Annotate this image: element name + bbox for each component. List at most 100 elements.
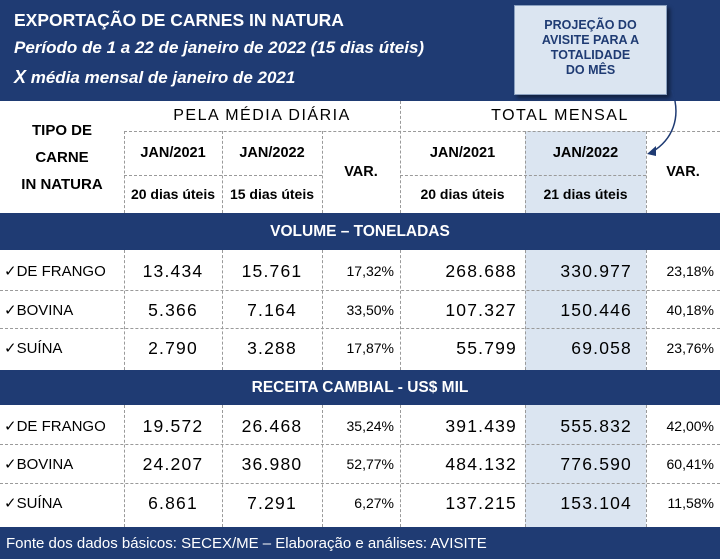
grid-line <box>646 405 647 527</box>
daily-2022-value: 36.980 <box>241 453 303 474</box>
monthly-2021-days: 20 dias úteis <box>420 186 505 202</box>
daily-var-value: 17,32% <box>346 263 394 279</box>
monthly-2021-value: 107.327 <box>445 299 517 320</box>
grid-line <box>124 131 125 213</box>
table-row: ✓DE FRANGO 19.572 26.468 35,24% 391.439 … <box>0 403 720 449</box>
grid-line <box>525 405 526 527</box>
monthly-2022-value: 153.104 <box>560 492 632 513</box>
row-label: ✓DE FRANGO <box>4 418 106 435</box>
type-header-line: TIPO DE <box>31 121 92 139</box>
row-label: ✓BOVINA <box>4 456 74 473</box>
monthly-2022-value: 69.058 <box>571 337 632 358</box>
monthly-2022-value: 150.446 <box>560 299 632 320</box>
comparison-text: média mensal de janeiro de 2021 <box>26 68 296 87</box>
grid-line <box>222 405 223 527</box>
note-line: DO MÊS <box>565 63 616 77</box>
daily-2021-value: 6.861 <box>148 492 198 513</box>
grid-line <box>222 250 223 370</box>
monthly-var-value: 60,41% <box>666 456 714 472</box>
daily-2021-value: 19.572 <box>142 415 204 436</box>
source-footer: Fonte dos dados básicos: SECEX/ME – Elab… <box>0 527 720 559</box>
daily-var-header: VAR. <box>344 164 378 180</box>
monthly-2022-days: 21 dias úteis <box>543 186 628 202</box>
monthly-jan2022-header: JAN/2022 <box>552 145 619 161</box>
daily-2021-value: 13.434 <box>142 260 204 281</box>
grid-line <box>525 131 526 213</box>
daily-average-group-header: PELA MÉDIA DIÁRIA <box>173 107 351 124</box>
daily-2022-value: 7.291 <box>247 492 297 513</box>
table-row: ✓SUÍNA 6.861 7.291 6,27% 137.215 153.104… <box>0 480 720 526</box>
highlight-column-volume <box>525 250 646 370</box>
monthly-var-value: 40,18% <box>666 302 714 318</box>
monthly-2021-value: 268.688 <box>445 260 517 281</box>
monthly-total-group-header: TOTAL MENSAL <box>491 107 629 124</box>
grid-line <box>646 250 647 370</box>
title-banner: EXPORTAÇÃO DE CARNES IN NATURA Período d… <box>0 0 720 101</box>
row-label: ✓SUÍNA <box>4 495 63 512</box>
revenue-section-bar: RECEITA CAMBIAL - US$ MIL <box>0 370 720 405</box>
daily-2021-value: 2.790 <box>148 337 198 358</box>
row-separator <box>0 328 720 329</box>
highlight-column-header <box>525 131 646 213</box>
monthly-var-value: 11,58% <box>667 495 714 511</box>
grid-line <box>222 131 223 213</box>
table-row: ✓DE FRANGO 13.434 15.761 17,32% 268.688 … <box>0 248 720 294</box>
monthly-var-value: 42,00% <box>666 418 714 434</box>
daily-2022-value: 15.761 <box>241 260 303 281</box>
row-label: ✓BOVINA <box>4 302 74 319</box>
daily-var-value: 17,87% <box>346 340 394 356</box>
grid-line <box>400 175 646 176</box>
note-line: AVISITE PARA A <box>541 33 640 47</box>
table-row: ✓SUÍNA 2.790 3.288 17,87% 55.799 69.058 … <box>0 325 720 371</box>
table-row: ✓BOVINA 24.207 36.980 52,77% 484.132 776… <box>0 441 720 487</box>
row-separator <box>0 444 720 445</box>
volume-section-bar: VOLUME – TONELADAS <box>0 213 720 250</box>
daily-2022-value: 26.468 <box>241 415 303 436</box>
grid-line <box>124 131 720 132</box>
daily-2022-days: 15 dias úteis <box>229 186 315 202</box>
daily-var-value: 52,77% <box>346 456 394 472</box>
row-label: ✓DE FRANGO <box>4 263 106 280</box>
grid-line <box>124 175 322 176</box>
monthly-jan2021-header: JAN/2021 <box>429 145 496 161</box>
comparison-prefix: X <box>14 67 27 87</box>
monthly-2021-value: 55.799 <box>456 337 517 358</box>
monthly-2021-value: 391.439 <box>445 415 517 436</box>
type-header-line: IN NATURA <box>21 175 103 193</box>
type-header-line: CARNE <box>35 148 89 166</box>
grid-line <box>400 101 401 213</box>
monthly-2022-value: 555.832 <box>560 415 632 436</box>
daily-2021-value: 5.366 <box>148 299 198 320</box>
type-column-header: TIPO DE CARNE IN NATURA <box>0 101 124 213</box>
daily-jan2022-header: JAN/2022 <box>239 145 305 161</box>
pointer-arrow-icon <box>647 89 677 156</box>
daily-2022-value: 7.164 <box>247 299 297 320</box>
daily-var-value: 35,24% <box>346 418 394 434</box>
grid-line <box>400 405 401 527</box>
highlight-column-revenue <box>525 405 646 527</box>
grid-line <box>322 250 323 370</box>
monthly-2021-value: 137.215 <box>445 492 517 513</box>
daily-var-value: 33,50% <box>346 302 394 318</box>
daily-2021-days: 20 dias úteis <box>130 186 216 202</box>
monthly-2021-value: 484.132 <box>445 453 517 474</box>
grid-line <box>322 131 323 213</box>
title: EXPORTAÇÃO DE CARNES IN NATURA <box>14 10 344 30</box>
monthly-var-header: VAR. <box>666 164 700 180</box>
grid-line <box>322 405 323 527</box>
grid-line <box>124 250 125 370</box>
monthly-2022-value: 776.590 <box>560 453 632 474</box>
daily-var-value: 6,27% <box>354 495 394 511</box>
daily-2021-value: 24.207 <box>142 453 204 474</box>
table-row: ✓BOVINA 5.366 7.164 33,50% 107.327 150.4… <box>0 287 720 333</box>
note-line: TOTALIDADE <box>550 48 631 62</box>
period-subtitle: Período de 1 a 22 de janeiro de 2022 (15… <box>14 38 425 57</box>
grid-line <box>124 405 125 527</box>
monthly-var-value: 23,18% <box>666 263 714 279</box>
row-separator <box>0 483 720 484</box>
daily-2022-value: 3.288 <box>247 337 297 358</box>
grid-line <box>646 131 647 213</box>
row-label: ✓SUÍNA <box>4 340 63 357</box>
row-separator <box>0 290 720 291</box>
